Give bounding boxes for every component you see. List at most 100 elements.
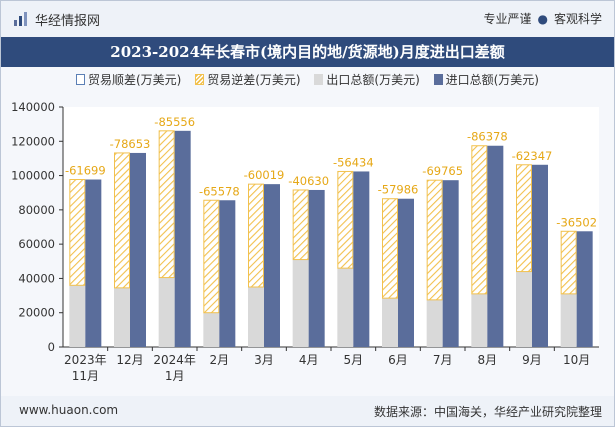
x-tick-label: 3月 — [254, 353, 274, 367]
import-bar — [264, 184, 280, 347]
x-tick-label: 2023年 11月 — [64, 353, 107, 383]
deficit-data-label: -85556 — [154, 115, 195, 129]
y-tick-label: 140000 — [11, 100, 55, 114]
footer: www.huaon.com 数据来源：中国海关，华经产业研究院整理 — [1, 396, 614, 426]
x-tick-label-line: 2023年 — [64, 353, 107, 367]
x-tick-label-line: 10月 — [563, 353, 590, 367]
y-tick-label: 0 — [48, 340, 55, 354]
top-bar: 华经情报网 专业严谨 ● 客观科学 — [1, 1, 614, 37]
import-bar — [174, 130, 191, 347]
x-tick-label: 2024年 1月 — [153, 353, 196, 383]
x-tick-label: 9月 — [522, 353, 542, 367]
legend-swatch-export — [314, 74, 324, 85]
legend-label-import: 进口总额(万美元) — [445, 73, 539, 87]
deficit-bar — [292, 189, 309, 261]
y-tick-label: 80000 — [18, 203, 55, 217]
separator-dot-icon: ● — [537, 12, 548, 26]
legend-item-surplus: 贸易顺差(万美元) — [76, 71, 181, 88]
deficit-bar — [337, 170, 354, 269]
deficit-bar — [471, 145, 488, 295]
y-tick-label: 60000 — [18, 237, 55, 251]
x-tick-label-line: 2024年 — [153, 353, 196, 367]
import-bar — [442, 180, 459, 347]
deficit-bar — [248, 183, 264, 288]
deficit-data-label: -69765 — [422, 164, 463, 178]
bar-chart: 0 20000 40000 60000 80000 100000 120000 140000 -… — [11, 100, 599, 383]
legend-item-export: 出口总额(万美元) — [314, 71, 420, 88]
chart-title: 2023-2024年长春市(境内目的地/货源地)月度进出口差额 — [1, 37, 614, 67]
export-bar — [426, 299, 443, 347]
export-bar — [69, 285, 86, 347]
deficit-data-label: -57986 — [378, 183, 419, 197]
deficit-data-label: -86378 — [467, 130, 508, 144]
tagline-right: 客观科学 — [553, 12, 602, 26]
legend-swatch-surplus — [76, 74, 85, 85]
x-tick-label: 6月 — [388, 353, 408, 367]
export-bar — [516, 271, 532, 347]
export-bar — [292, 259, 309, 347]
deficit-data-label: -78653 — [110, 137, 151, 151]
x-tick-label-line: 5月 — [344, 353, 364, 367]
legend-swatch-deficit — [195, 74, 205, 85]
export-bar — [248, 287, 264, 347]
y-tick-label: 120000 — [11, 134, 55, 148]
deficit-bar — [114, 152, 130, 289]
legend-label-surplus: 贸易顺差(万美元) — [88, 73, 182, 87]
deficit-bar — [203, 199, 220, 314]
deficit-bar — [382, 198, 398, 299]
x-tick-label-line: 6月 — [388, 353, 408, 367]
import-bar — [219, 200, 236, 347]
brand-name: 华经情报网 — [35, 14, 101, 29]
legend: 贸易顺差(万美元) 贸易逆差(万美元) 出口总额(万美元) 进口总额(万美元) — [1, 71, 614, 88]
x-tick-label-line: 7月 — [433, 353, 453, 367]
export-bar — [203, 312, 220, 347]
deficit-data-label: -61699 — [65, 164, 106, 178]
y-tick-label: 40000 — [18, 271, 55, 285]
legend-label-deficit: 贸易逆差(万美元) — [207, 73, 301, 87]
tagline: 专业严谨 ● 客观科学 — [483, 10, 602, 27]
import-bar — [85, 179, 102, 347]
deficit-bar — [426, 179, 443, 301]
data-source: 数据来源：中国海关，华经产业研究院整理 — [373, 405, 602, 419]
x-tick-label-line: 12月 — [116, 353, 143, 367]
deficit-bar — [69, 179, 86, 286]
export-bar — [337, 268, 354, 347]
export-bar — [158, 277, 175, 347]
x-tick-label: 5月 — [344, 353, 364, 367]
export-bar — [114, 287, 130, 347]
deficit-bar — [516, 164, 532, 273]
deficit-data-label: -56434 — [333, 155, 374, 169]
x-tick-label-line: 11月 — [72, 369, 99, 383]
import-bar — [576, 231, 593, 347]
x-tick-label-line: 4月 — [299, 353, 319, 367]
export-bar — [471, 293, 488, 347]
import-bar — [398, 198, 414, 347]
plot-area — [63, 107, 599, 347]
legend-swatch-import — [433, 74, 443, 85]
deficit-data-label: -60019 — [244, 168, 285, 182]
legend-label-export: 出口总额(万美元) — [326, 73, 420, 87]
x-tick-label: 10月 — [563, 353, 590, 367]
site-url: www.huaon.com — [19, 403, 119, 417]
x-tick-label-line: 1月 — [165, 369, 185, 383]
y-tick-label: 100000 — [11, 169, 55, 183]
tagline-left: 专业严谨 — [483, 12, 532, 26]
import-bar — [532, 164, 548, 347]
logo-icon — [14, 12, 27, 26]
import-bar — [308, 189, 325, 347]
x-tick-label: 2月 — [210, 353, 230, 367]
legend-item-deficit: 贸易逆差(万美元) — [195, 71, 301, 88]
deficit-data-label: -36502 — [556, 215, 597, 229]
import-bar — [487, 145, 504, 347]
deficit-data-label: -65578 — [199, 184, 240, 198]
x-tick-label-line: 2月 — [210, 353, 230, 367]
import-bar — [130, 152, 146, 347]
export-bar — [382, 298, 398, 347]
x-tick-label-line: 8月 — [478, 353, 498, 367]
deficit-data-label: -62347 — [512, 149, 553, 163]
deficit-bar — [560, 230, 577, 295]
x-tick-label: 8月 — [478, 353, 498, 367]
export-bar — [560, 293, 577, 347]
x-tick-label: 12月 — [116, 353, 143, 367]
